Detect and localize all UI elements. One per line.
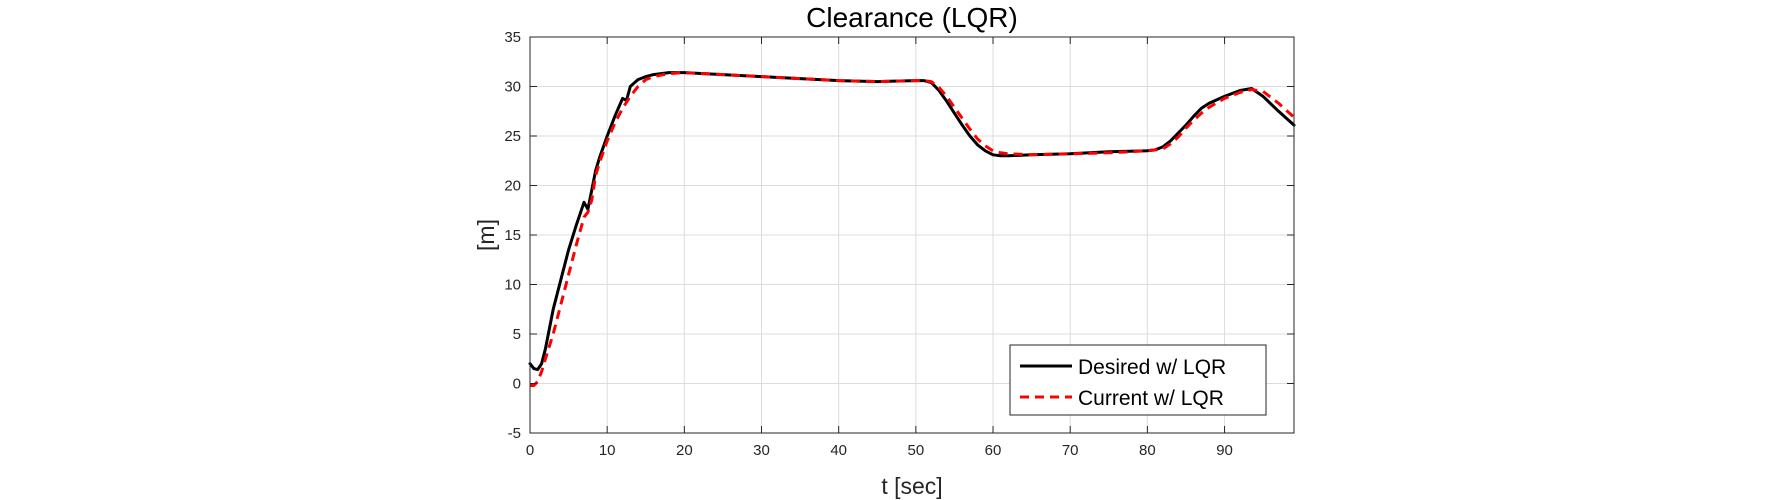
x-tick-label: 40: [830, 442, 847, 459]
x-tick-label: 80: [1139, 442, 1156, 459]
y-tick-label: 25: [504, 128, 521, 145]
y-tick-label: 10: [504, 277, 521, 294]
x-tick-label: 90: [1216, 442, 1233, 459]
series-line-current: [530, 71, 1296, 387]
series-layer: [528, 71, 1296, 387]
x-tick-label: 30: [753, 442, 770, 459]
legend-entry-label: Current w/ LQR: [1078, 387, 1224, 410]
chart-title: Clearance (LQR): [806, 2, 1018, 33]
x-tick-label: 20: [676, 442, 693, 459]
x-tick-label: 0: [526, 442, 534, 459]
x-tick-label: 50: [908, 442, 925, 459]
y-tick-label: 35: [504, 29, 521, 46]
y-tick-label: 5: [513, 326, 521, 343]
y-tick-label: 15: [504, 227, 521, 244]
tick-labels: 0 10 20 30 40 50 60 70 80 90 -5 0 5 10 15 20 25 30 35: [504, 29, 1233, 459]
x-tick-label: 60: [985, 442, 1002, 459]
y-tick-label: -5: [508, 425, 521, 442]
legend: Desired w/ LQR Current w/ LQR: [1009, 344, 1267, 416]
axes-frame: [529, 36, 1295, 434]
y-axis-label: [m]: [473, 219, 499, 251]
x-axis-label: t [sec]: [881, 473, 942, 499]
y-tick-label: 20: [504, 178, 521, 195]
x-tick-label: 10: [599, 442, 616, 459]
legend-box: [1009, 344, 1267, 416]
y-tick-label: 30: [504, 79, 521, 96]
legend-entry-label: Desired w/ LQR: [1078, 356, 1226, 379]
y-tick-label: 0: [513, 376, 521, 393]
x-tick-label: 70: [1062, 442, 1079, 459]
